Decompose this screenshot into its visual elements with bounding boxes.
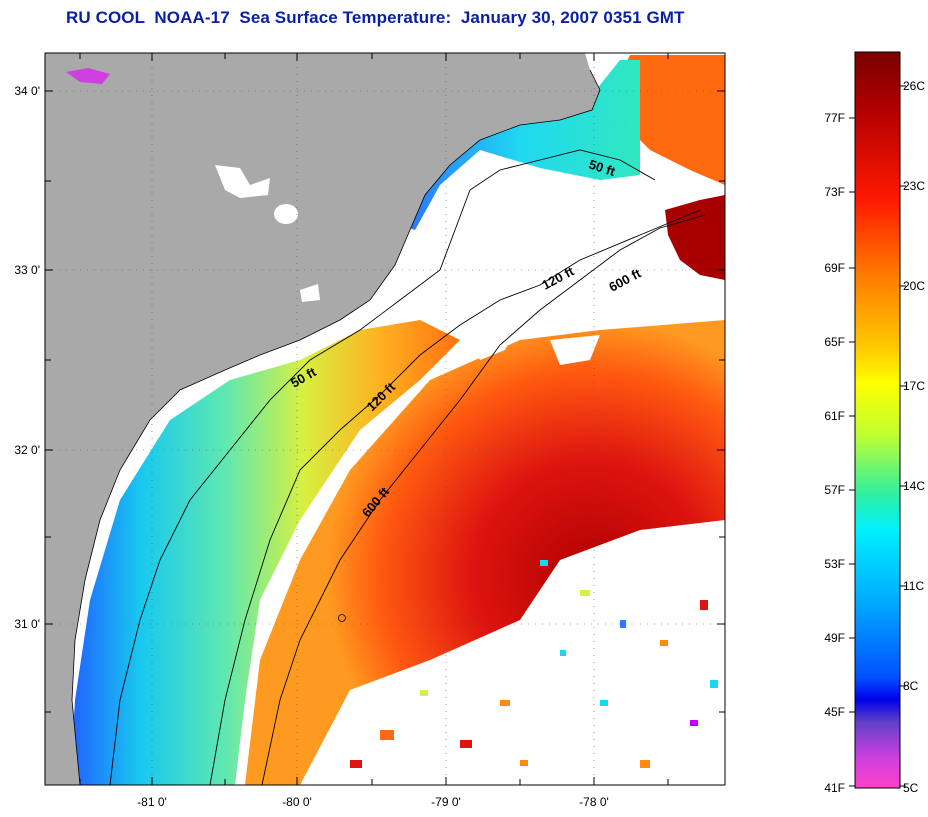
colorbar-c-23: 23C <box>903 179 925 193</box>
lon-label-78: -78 0' <box>579 795 609 809</box>
colorbar-f-41: 41F <box>824 781 845 795</box>
colorbar-f-45: 45F <box>824 705 845 719</box>
cloud-over-land-2 <box>274 204 298 224</box>
colorbar-f-49: 49F <box>824 631 845 645</box>
colorbar-f-57: 57F <box>824 483 845 497</box>
shelf-water-north <box>400 60 640 230</box>
colorbar-ticks <box>849 85 906 787</box>
colorbar-f-65: 65F <box>824 335 845 349</box>
lon-label-81: -81 0' <box>137 795 167 809</box>
lat-label-33: 33 0' <box>14 263 40 277</box>
colorbar-f-69: 69F <box>824 261 845 275</box>
colorbar <box>854 51 901 789</box>
lon-label-80: -80 0' <box>282 795 312 809</box>
colorbar-f-77: 77F <box>824 111 845 125</box>
colorbar-f-53: 53F <box>824 557 845 571</box>
lake-feature <box>66 68 110 84</box>
cloud-patch <box>468 308 520 360</box>
colorbar-c-26: 26C <box>903 79 925 93</box>
gulf-stream-warm-water <box>245 320 725 785</box>
map-title: RU COOL NOAA-17 Sea Surface Temperature:… <box>66 8 685 27</box>
contour-line-50ft <box>109 149 656 785</box>
contour-line-600ft <box>261 214 706 785</box>
cloud-patch-2 <box>550 335 600 365</box>
lon-label-79: -79 0' <box>431 795 461 809</box>
contour-line-120ft <box>209 209 701 785</box>
colorbar-f-61: 61F <box>824 409 845 423</box>
axis-ticks <box>45 53 725 785</box>
grid-lines <box>45 53 725 785</box>
lat-label-32: 32 0' <box>14 443 40 457</box>
land-mass <box>45 53 600 785</box>
map-frame <box>44 52 726 786</box>
colorbar-c-8: 8C <box>903 679 919 693</box>
hot-patch-northeast <box>665 195 725 280</box>
colorbar-c-5: 5C <box>903 781 919 795</box>
lat-label-31: 31 0' <box>14 617 40 631</box>
colorbar-f-73: 73F <box>824 185 845 199</box>
cloud-over-land-3 <box>300 284 320 302</box>
colorbar-c-11: 11C <box>903 579 924 593</box>
colorbar-c-20: 20C <box>903 279 925 293</box>
cloud-over-land <box>215 165 270 198</box>
colorbar-c-17: 17C <box>903 379 925 393</box>
lat-label-34: 34 0' <box>14 84 40 98</box>
shelf-water <box>70 320 460 785</box>
colorbar-c-14: 14C <box>903 479 925 493</box>
buoy-marker <box>338 614 346 622</box>
coastline <box>71 69 601 785</box>
map-area: 50 ft 120 ft 600 ft 50 ft 120 ft 600 ft <box>45 53 725 785</box>
noise-pixels <box>350 560 718 768</box>
